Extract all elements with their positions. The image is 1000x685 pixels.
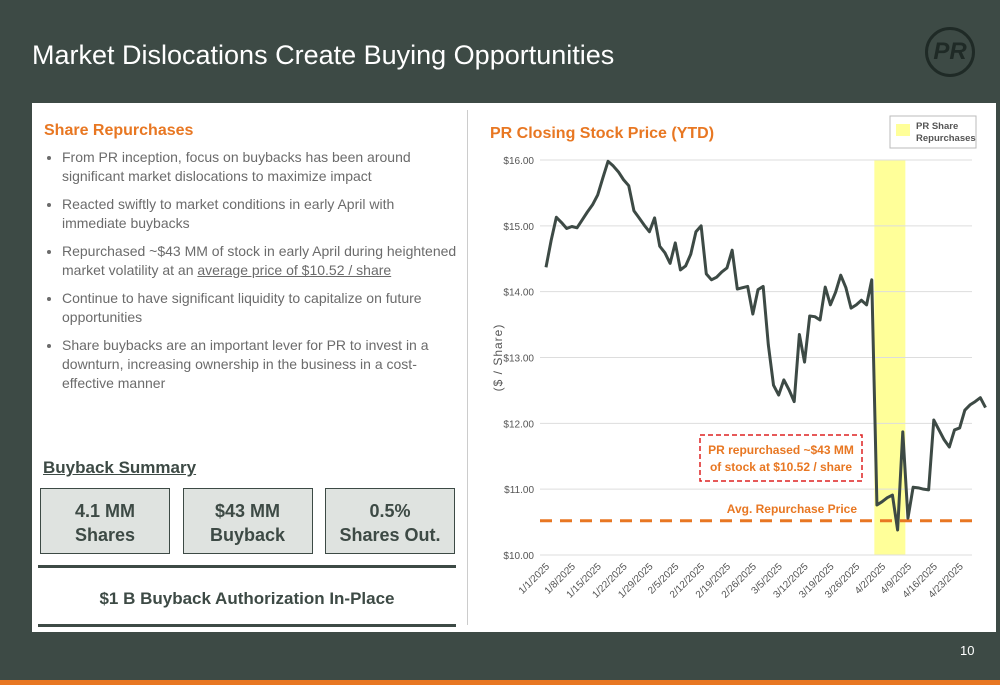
bullet: Continue to have significant liquidity t… xyxy=(62,289,459,327)
summary-title: Buyback Summary xyxy=(43,458,197,477)
rule xyxy=(38,624,456,627)
bullet-text: Continue to have significant liquidity t… xyxy=(62,290,422,325)
title: Market Dislocations Create Buying Opport… xyxy=(32,40,615,70)
reference-label: Avg. Repurchase Price xyxy=(727,502,858,516)
y-tick-label: $16.00 xyxy=(503,156,534,167)
bullet-underline: average price of $10.52 / share xyxy=(197,262,392,278)
y-tick-label: $10.00 xyxy=(503,551,534,562)
stripe xyxy=(0,680,1000,685)
legend-swatch xyxy=(896,124,910,136)
y-tick-label: $11.00 xyxy=(504,485,534,496)
bullet-text: Reacted swiftly to market conditions in … xyxy=(62,196,395,231)
left-column: Share Repurchases From PR inception, foc… xyxy=(44,122,459,402)
divider xyxy=(467,110,468,625)
bullet-text: Repurchased ~$43 MM of stock in early Ap… xyxy=(62,243,457,278)
price-line xyxy=(544,159,987,532)
y-axis-label: ($ / Share) xyxy=(491,324,505,392)
bullet-text: Share buybacks are an important lever fo… xyxy=(62,337,429,391)
legend-label: PR Share Repurchases xyxy=(916,121,976,144)
rule xyxy=(38,565,456,568)
page-number: 10 xyxy=(960,643,975,658)
annotation-box xyxy=(699,434,863,482)
logo: PR xyxy=(925,27,975,77)
y-tick-label: $14.00 xyxy=(503,288,534,299)
summary-value: $43 MM xyxy=(214,501,281,521)
legend-box xyxy=(889,115,977,149)
summary-box: $43 MM Buyback xyxy=(182,488,313,554)
y-tick-label: $15.00 xyxy=(503,222,534,233)
bullet-text: From PR inception, focus on buybacks has… xyxy=(62,149,411,184)
annotation-text: of stock at $10.52 / share xyxy=(710,460,852,474)
annotation-text: PR repurchased ~$43 MM xyxy=(708,443,854,457)
y-tick-label: $13.00 xyxy=(503,354,534,365)
summary-value: 0.5% xyxy=(369,501,411,521)
summary-box: 4.1 MM Shares xyxy=(40,488,170,554)
chart-title: PR Closing Stock Price (YTD) xyxy=(490,125,714,142)
summary-label: Shares Out. xyxy=(339,525,441,545)
footer-note: $1 B Buyback Authorization In-Place xyxy=(99,589,395,608)
summary-value: 4.1 MM xyxy=(74,501,135,521)
summary-label: Buyback xyxy=(209,525,286,545)
summary-box: 0.5% Shares Out. xyxy=(325,488,455,554)
bullet: From PR inception, focus on buybacks has… xyxy=(62,148,459,186)
bullet: Repurchased ~$43 MM of stock in early Ap… xyxy=(62,242,459,280)
y-tick-label: $12.00 xyxy=(503,419,534,430)
bullet: Share buybacks are an important lever fo… xyxy=(62,336,459,393)
summary-label: Shares xyxy=(74,525,136,545)
bullets: From PR inception, focus on buybacks has… xyxy=(44,148,459,393)
bullet: Reacted swiftly to market conditions in … xyxy=(62,195,459,233)
heading: Share Repurchases xyxy=(44,122,194,139)
